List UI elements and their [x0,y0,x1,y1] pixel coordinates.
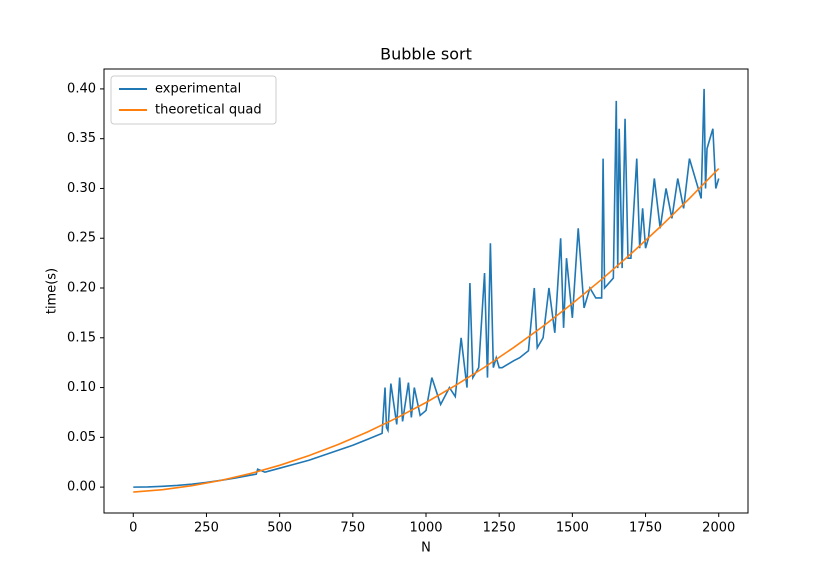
x-tick-label: 2000 [702,521,735,536]
x-tick-label: 1000 [409,521,442,536]
y-tick-label: 0.15 [67,330,96,345]
y-tick-label: 0.00 [67,480,96,495]
x-tick-label: 0 [129,521,137,536]
y-tick-label: 0.30 [67,181,96,196]
x-tick-label: 750 [340,521,365,536]
legend-label: experimental [155,82,241,97]
y-tick-label: 0.10 [67,380,96,395]
y-axis-label: time(s) [45,268,60,314]
x-tick-label: 500 [267,521,292,536]
y-tick-label: 0.20 [67,281,96,296]
y-tick-label: 0.35 [67,131,96,146]
legend-label: theoretical quad [155,103,262,118]
x-tick-label: 250 [194,521,219,536]
x-axis-label: N [421,541,431,556]
legend-box [110,75,277,125]
data-line [133,88,720,488]
y-tick-label: 0.25 [67,231,96,246]
chart-title: Bubble sort [380,45,472,64]
data-line [133,167,720,493]
x-tick-label: 1250 [483,521,516,536]
x-tick-label: 1750 [629,521,662,536]
x-tick-label: 1500 [556,521,589,536]
plot-frame [103,68,749,514]
y-tick-label: 0.05 [67,430,96,445]
y-tick-label: 0.40 [67,81,96,96]
